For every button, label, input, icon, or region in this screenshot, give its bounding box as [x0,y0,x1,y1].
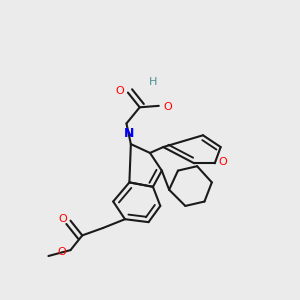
Text: N: N [124,127,135,140]
Text: O: O [58,214,67,224]
Text: O: O [57,248,66,257]
Text: O: O [163,102,172,112]
Text: O: O [115,86,124,96]
Text: H: H [149,77,157,87]
Text: O: O [219,157,227,167]
